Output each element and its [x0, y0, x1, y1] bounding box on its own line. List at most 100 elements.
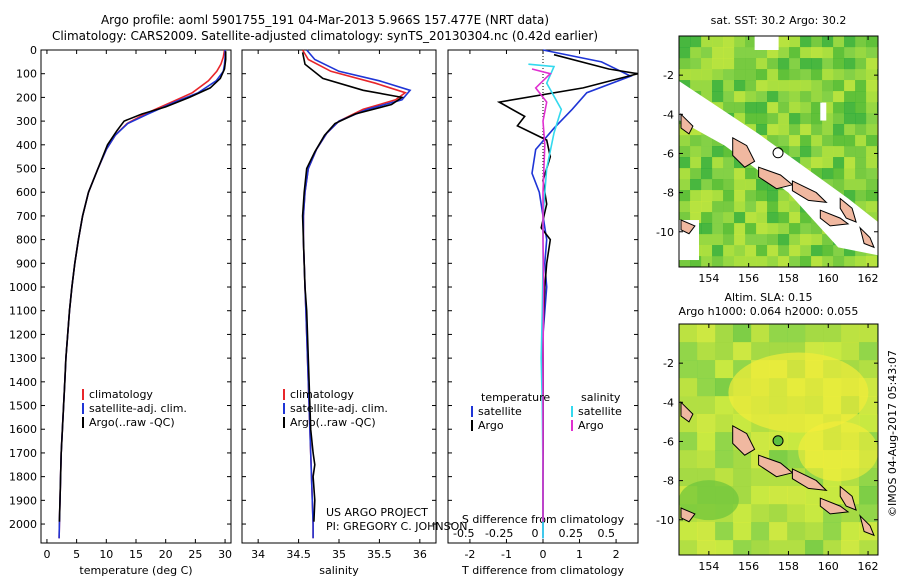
- map-cell: [679, 168, 691, 180]
- panel-frame: [40, 49, 232, 544]
- x-tick-label: 10: [99, 548, 113, 561]
- sla-high-region: [798, 421, 878, 482]
- map-cell: [723, 102, 735, 114]
- map-cell: [833, 58, 845, 70]
- map-cell: [877, 223, 878, 235]
- map-cell: [833, 124, 845, 136]
- y-tick-label: 1100: [9, 305, 37, 318]
- map-cell: [723, 234, 735, 246]
- map-cell: [789, 135, 801, 147]
- map-cell: [712, 69, 724, 81]
- x-tick-label: 25: [188, 548, 202, 561]
- y-tick-label: 200: [16, 91, 37, 104]
- map-cell: [723, 223, 735, 235]
- map-cell: [805, 522, 824, 541]
- map-cell: [877, 146, 878, 158]
- series-line-argo-raw-qc-: [301, 52, 405, 522]
- map-cell: [715, 324, 734, 343]
- map-cell: [745, 212, 757, 224]
- map-cell: [800, 157, 812, 169]
- map-cell: [841, 324, 860, 343]
- map-cell: [734, 102, 746, 114]
- map-cell: [712, 234, 724, 246]
- map-cell: [866, 36, 878, 48]
- map-cell: [690, 69, 702, 81]
- map-cell: [855, 256, 867, 267]
- map-cell: [679, 47, 691, 59]
- map-cell: [778, 113, 790, 125]
- map-cell: [805, 324, 824, 343]
- map-cell: [767, 135, 779, 147]
- map-cell: [866, 168, 878, 180]
- map-cell: [877, 540, 878, 555]
- y-tick-label: 1300: [9, 352, 37, 365]
- legend-label: Argo: [578, 419, 604, 432]
- map-cell: [787, 324, 806, 343]
- map-cell: [859, 540, 878, 555]
- map-cell: [855, 47, 867, 59]
- map-cell: [751, 522, 770, 541]
- map-cell: [697, 324, 716, 343]
- map-cell: [822, 102, 834, 114]
- map-cell: [701, 168, 713, 180]
- map-cell: [800, 124, 812, 136]
- y-tick-label: 2000: [9, 518, 37, 531]
- map-cell: [800, 69, 812, 81]
- map-cell: [679, 190, 691, 202]
- sst-mask-region: [820, 102, 827, 121]
- x-tick-label: 0: [43, 548, 50, 561]
- map-cell: [751, 540, 770, 555]
- map-cell: [733, 504, 752, 523]
- map-cell: [756, 223, 768, 235]
- map-cell: [690, 190, 702, 202]
- island: [859, 226, 875, 249]
- map-cell: [723, 47, 735, 59]
- legend-label: Argo(..raw -QC): [290, 416, 376, 429]
- map-cell: [844, 146, 856, 158]
- map-cell: [855, 190, 867, 202]
- map-cell: [805, 486, 824, 505]
- map-cell: [712, 245, 724, 257]
- map-cell: [767, 201, 779, 213]
- x-axis-label: salinity: [319, 564, 359, 577]
- x-axis-label: T difference from climatology: [461, 564, 624, 577]
- map-cell: [745, 80, 757, 92]
- map-cell: [723, 212, 735, 224]
- y-tick-label: 1200: [9, 328, 37, 341]
- map-cell: [789, 201, 801, 213]
- map-cell: [841, 522, 860, 541]
- map-cell: [866, 113, 878, 125]
- map-frame: [678, 35, 879, 268]
- map-cell: [712, 36, 724, 48]
- map-cell: [767, 234, 779, 246]
- map-cell: [811, 135, 823, 147]
- map-cell: [756, 102, 768, 114]
- map-cell: [701, 212, 713, 224]
- y-tick-label: 1800: [9, 471, 37, 484]
- map-cell: [690, 80, 702, 92]
- legend-label: climatology: [290, 388, 354, 401]
- map-cell: [679, 378, 698, 397]
- map-sst-map: 154 156 158 160 162 -2 -4 -6 -8 -10 sat. SST: 30.2…: [656, 14, 879, 285]
- map-cell: [841, 540, 860, 555]
- map-cell: [745, 69, 757, 81]
- series-line-satellite-adj-clim-: [58, 50, 226, 539]
- map-cell: [712, 168, 724, 180]
- x-tick-label: 34: [251, 548, 265, 561]
- map-cell: [679, 157, 691, 169]
- map-cell: [844, 36, 856, 48]
- map-cell: [734, 212, 746, 224]
- map-cell: [877, 234, 878, 246]
- map-cell: [745, 58, 757, 70]
- map-cell: [855, 69, 867, 81]
- map-cell: [822, 157, 834, 169]
- map-cell: [715, 540, 734, 555]
- map-cell: [855, 157, 867, 169]
- y-tick-label: 400: [16, 139, 37, 152]
- map-cell: [697, 396, 716, 415]
- y-tick-label: 1400: [9, 376, 37, 389]
- map-cell: [844, 168, 856, 180]
- map-cell: [822, 124, 834, 136]
- map-cell: [756, 69, 768, 81]
- map-cell: [745, 168, 757, 180]
